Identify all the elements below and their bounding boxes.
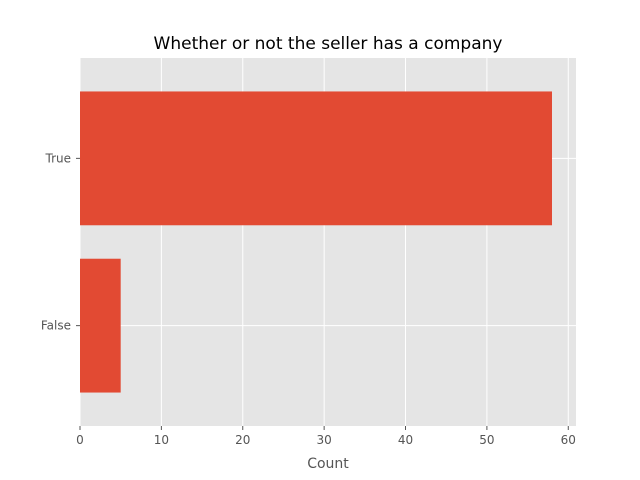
bars [80, 91, 552, 393]
x-tick-label: 60 [561, 433, 576, 447]
bar-true [80, 91, 552, 226]
y-tick-label-true: True [45, 151, 72, 165]
x-tick-label: 20 [235, 433, 250, 447]
x-tick-label: 10 [154, 433, 169, 447]
x-axis-ticks: 0 10 20 30 40 50 60 [76, 426, 576, 447]
x-tick-label: 30 [316, 433, 331, 447]
x-tick-label: 50 [479, 433, 494, 447]
y-axis-ticks: False True [41, 151, 80, 333]
y-tick-label-false: False [41, 319, 71, 333]
bar-false [80, 258, 121, 393]
x-tick-label: 40 [398, 433, 413, 447]
x-axis-label: Count [307, 456, 349, 472]
chart-title: Whether or not the seller has a company [154, 34, 503, 54]
x-tick-label: 0 [76, 433, 84, 447]
